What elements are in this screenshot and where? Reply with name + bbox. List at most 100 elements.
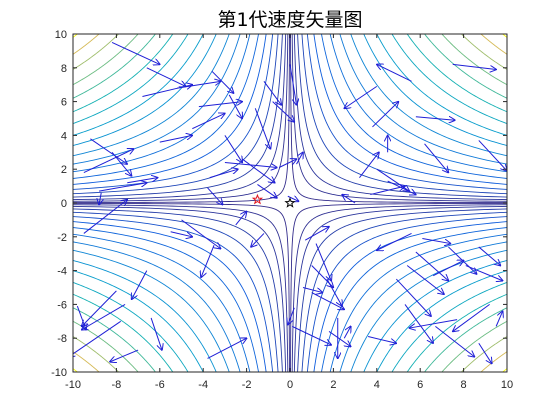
contour-line — [73, 34, 267, 185]
velocity-arrow — [241, 158, 275, 183]
y-tick-label: -2 — [57, 232, 67, 244]
velocity-arrow — [181, 219, 221, 249]
contour-line — [441, 34, 507, 86]
y-tick-label: -10 — [51, 367, 67, 379]
contour-line — [73, 34, 290, 204]
velocity-arrow — [82, 290, 117, 326]
velocity-arrow — [211, 70, 234, 93]
velocity-arrow — [435, 325, 474, 356]
contour-line — [73, 34, 287, 201]
contour-line — [73, 34, 204, 136]
x-tick-label: -6 — [155, 379, 165, 391]
contour-line — [73, 293, 174, 372]
velocity-arrow — [150, 317, 162, 350]
velocity-arrow — [287, 196, 299, 201]
x-tick-labels: -10 -8 -6 -4 -2 0 2 4 6 8 10 — [65, 379, 513, 391]
contour-line — [293, 205, 507, 372]
contour-line — [293, 34, 507, 201]
contour-line — [73, 241, 241, 372]
velocity-arrow — [409, 319, 458, 328]
contour-line — [73, 34, 119, 70]
velocity-arrow — [272, 101, 295, 122]
velocity-arrow — [127, 178, 157, 184]
velocity-arrow — [111, 41, 160, 64]
contour-line — [73, 34, 100, 55]
contour-line — [73, 205, 287, 372]
velocity-arrow — [251, 233, 265, 247]
velocity-arrow — [495, 311, 503, 327]
velocity-arrow — [228, 94, 242, 119]
contour-line — [306, 34, 507, 190]
contour-line — [406, 293, 507, 372]
y-tick-label: 0 — [61, 198, 67, 210]
velocity-arrow — [257, 183, 277, 198]
contour-line — [73, 34, 241, 165]
velocity-arrow — [177, 81, 220, 89]
contour-line — [502, 34, 507, 38]
velocity-arrow — [315, 243, 331, 281]
contour-line — [73, 34, 217, 146]
contour-line — [321, 227, 507, 372]
velocity-arrow — [146, 67, 186, 87]
contour-line — [461, 336, 507, 372]
velocity-arrow — [342, 195, 356, 204]
contour-line — [73, 249, 230, 372]
x-tick-label: -8 — [112, 379, 122, 391]
x-tick-label: 6 — [417, 379, 423, 391]
y-tick-label: -6 — [57, 299, 67, 311]
velocity-arrow — [304, 227, 329, 241]
contour-line — [376, 34, 507, 136]
x-tick-label: 10 — [501, 379, 513, 391]
velocity-arrow — [311, 292, 345, 310]
velocity-arrow — [99, 192, 101, 205]
velocity-arrow — [82, 303, 126, 329]
y-tick-label: 6 — [61, 97, 67, 109]
contour-line — [73, 233, 251, 372]
x-tick-label: 8 — [461, 379, 467, 391]
contour-line — [480, 351, 507, 372]
x-tick-label: 4 — [374, 379, 380, 391]
velocity-arrow — [90, 138, 127, 164]
velocity-arrow — [406, 265, 444, 295]
contour-line — [73, 34, 289, 202]
velocity-arrow — [159, 135, 193, 143]
contour-line — [73, 34, 189, 124]
contour-line — [73, 368, 78, 372]
contour-line — [350, 34, 507, 157]
contour-line — [297, 208, 507, 372]
y-tick-label: 10 — [55, 29, 67, 41]
velocity-arrow — [465, 265, 503, 281]
position-markers — [251, 193, 296, 208]
contour-line — [329, 34, 507, 173]
velocity-arrow — [132, 270, 148, 300]
contour-line — [73, 336, 119, 372]
velocity-arrow — [207, 187, 223, 205]
velocity-arrow — [207, 338, 247, 359]
velocity-arrow — [453, 303, 490, 331]
velocity-arrow — [377, 232, 412, 250]
contour-lines — [73, 34, 507, 372]
contour-line — [424, 34, 507, 99]
contour-line — [391, 34, 507, 124]
velocity-arrow — [424, 143, 449, 173]
contour-line — [73, 216, 274, 372]
velocity-arrow — [432, 260, 463, 277]
velocity-arrow — [377, 64, 412, 82]
contour-line — [291, 204, 507, 372]
contour-line — [73, 204, 289, 372]
y-tick-label: -8 — [57, 333, 67, 345]
x-tick-label: -4 — [198, 379, 208, 391]
contour-line — [73, 211, 279, 372]
velocity-arrow — [415, 251, 449, 281]
contour-line — [73, 34, 139, 86]
star-marker — [251, 193, 264, 205]
contour-line — [73, 34, 230, 157]
contour-line — [313, 221, 507, 372]
contour-line — [329, 233, 507, 372]
velocity-arrow — [76, 305, 86, 330]
velocity-arrow — [263, 81, 281, 105]
contour-line — [73, 34, 156, 99]
velocity-arrow — [278, 159, 296, 168]
contour-line — [73, 282, 189, 372]
velocity-arrow — [254, 108, 270, 149]
